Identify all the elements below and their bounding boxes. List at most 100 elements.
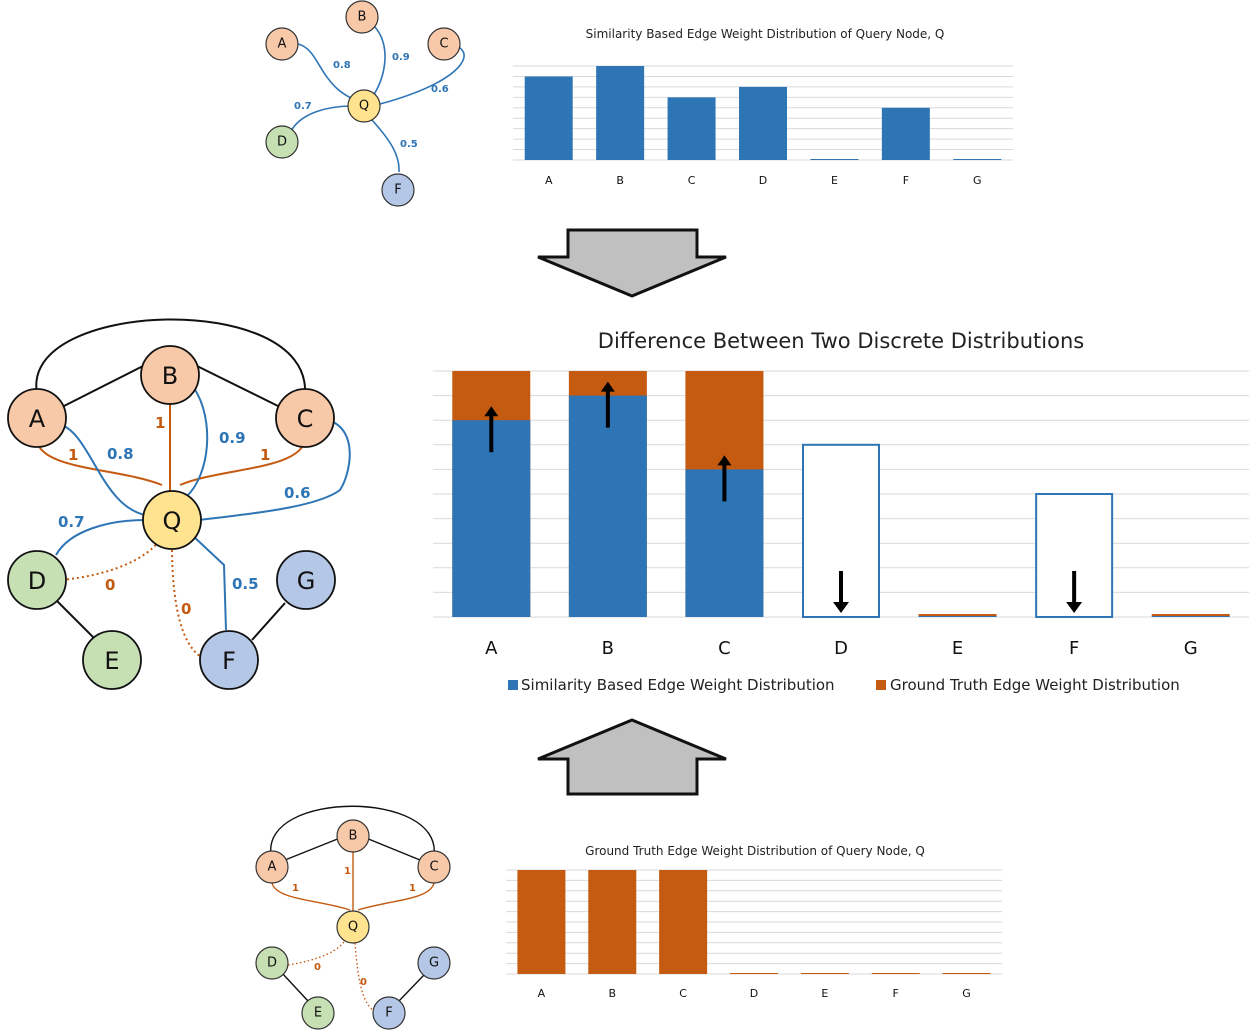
weight-label: 0 (360, 977, 367, 988)
x-tick-label: F (1069, 638, 1079, 659)
edge-a-c-arc (270, 805, 435, 856)
x-tick-label: A (485, 638, 498, 659)
chart-bars (517, 870, 991, 974)
x-tick-label: A (538, 987, 546, 1000)
x-tick-label: A (545, 174, 553, 187)
down-block-arrow-icon (537, 228, 727, 298)
node-label: A (29, 405, 46, 433)
difference-bar-chart: Difference Between Two Discrete Distribu… (433, 329, 1249, 694)
graph-node-d: D (265, 125, 299, 159)
weight-label: 0.8 (333, 60, 351, 71)
graph-node-g: G (417, 946, 451, 980)
graph-node-d: D (255, 946, 289, 980)
graph-node-f: F (372, 996, 406, 1030)
edge-d-e (55, 599, 95, 639)
x-tick-label: E (821, 987, 828, 1000)
legend-swatch-ground-truth (876, 680, 886, 690)
graph-edges-orange (271, 852, 435, 1013)
bar-similarity (452, 420, 531, 617)
bar (667, 97, 716, 160)
similarity-graph: 0.8 0.9 0.6 0.7 0.5 A B C Q D F (265, 0, 465, 207)
graph-weights: 1 1 1 0 0 (292, 866, 416, 988)
down-arrow-icon (833, 571, 849, 613)
down-arrow-icon (1066, 571, 1083, 613)
up-arrow-icon (484, 406, 499, 453)
up-arrow-icon (717, 455, 732, 502)
graph-edges-black (35, 318, 307, 641)
edge-q-a-sim (57, 423, 146, 516)
up-arrow-icon (600, 381, 615, 428)
edge-q-c-sim (198, 419, 351, 521)
edge-q-f-sim (191, 534, 227, 631)
bar-ground-truth (918, 614, 997, 616)
bar (524, 76, 573, 160)
legend-swatch-similarity (508, 680, 518, 690)
x-tick-label: G (973, 174, 982, 187)
node-label: G (429, 956, 439, 971)
graph-node-q: Q (142, 490, 202, 550)
edge-q-d-truth (61, 539, 161, 581)
weight-label: 0 (105, 576, 115, 594)
node-label: C (297, 405, 314, 433)
graph-node-c: C (417, 850, 451, 884)
bar (659, 870, 708, 974)
graph-node-a: A (7, 388, 67, 448)
edge-q-b-sim (185, 387, 209, 498)
edge-q-a-truth (36, 439, 163, 486)
graph-node-e: E (301, 996, 335, 1030)
node-label: A (268, 860, 277, 875)
bar (800, 973, 849, 974)
up-block-arrow-icon (537, 718, 727, 796)
graph-edges-black (270, 805, 435, 1003)
graph-node-q: Q (347, 89, 381, 123)
weight-label: 0.5 (232, 575, 259, 593)
graph-node-a: A (255, 850, 289, 884)
node-label: B (358, 10, 367, 25)
chart-legend: Similarity Based Edge Weight Distributio… (508, 676, 1180, 694)
graph-node-b: B (345, 0, 379, 34)
weight-label: 0.5 (400, 139, 418, 150)
bar (588, 870, 637, 974)
weight-label: 0.9 (219, 429, 246, 447)
edge-q-b (369, 25, 386, 101)
weight-label: 0 (181, 600, 191, 618)
node-label: E (314, 1006, 322, 1021)
graph-node-d: D (7, 550, 67, 610)
edge-a-b (284, 837, 341, 861)
weight-label: 1 (292, 883, 299, 894)
x-tick-label: D (759, 174, 767, 187)
x-tick-label: E (952, 638, 963, 659)
chart-x-ticks: A B C D E F G (485, 638, 1198, 659)
x-tick-label: G (1184, 638, 1198, 659)
bar (942, 973, 991, 974)
graph-node-f: F (199, 630, 259, 690)
x-tick-label: C (679, 987, 687, 1000)
graph-nodes: A B C Q D E F G (7, 345, 336, 690)
chart-change-arrows (484, 381, 1083, 613)
edge-a-b (61, 365, 144, 408)
edge-b-c (196, 365, 281, 408)
bar (596, 66, 645, 160)
weight-label: 0.7 (58, 513, 85, 531)
edge-q-d (289, 105, 353, 134)
edge-q-a-truth (271, 882, 351, 911)
edge-d-e (281, 972, 309, 1002)
chart-x-ticks: A B C D E F G (538, 987, 971, 1000)
edge-f-g (397, 974, 425, 1003)
bar (739, 86, 787, 160)
edge-q-c-truth (179, 439, 306, 486)
node-label: C (429, 860, 438, 875)
weight-label: 0.9 (392, 52, 410, 63)
node-label: D (267, 956, 277, 971)
x-tick-label: B (616, 174, 624, 187)
edge-b-c (365, 837, 421, 861)
x-tick-label: B (609, 987, 617, 1000)
chart-bars (524, 66, 1002, 160)
edge-a-c-arc (35, 318, 307, 394)
bar-ground-truth (1151, 614, 1230, 616)
x-tick-label: E (831, 174, 838, 187)
bar-similarity (568, 395, 647, 617)
chart-grid (506, 869, 1002, 975)
x-tick-label: C (688, 174, 696, 187)
ground-truth-graph: 1 1 1 0 0 A B C Q D E F G (255, 805, 451, 1030)
